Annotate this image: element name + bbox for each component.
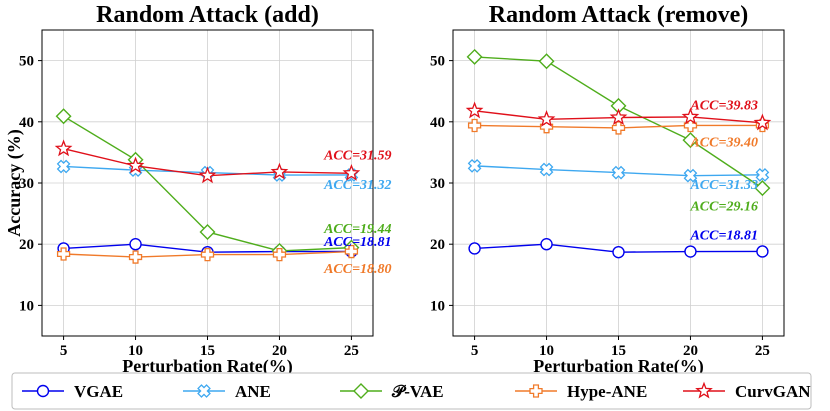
data-label-ANE: ACC=31.33 xyxy=(689,178,758,193)
data-label-PVAE: ACC=19.44 xyxy=(323,222,392,237)
legend-marker-plus xyxy=(529,384,543,398)
chart-title: Random Attack (remove) xyxy=(489,2,749,28)
y-tick-label: 20 xyxy=(19,237,34,253)
data-point-VGAE xyxy=(129,237,142,251)
data-label-VGAE: ACC=18.81 xyxy=(323,235,392,250)
data-point-HypeANE xyxy=(200,247,215,262)
data-point-HypeANE xyxy=(683,118,698,133)
x-tick-label: 10 xyxy=(539,343,554,359)
y-tick-label: 10 xyxy=(430,298,445,314)
y-tick-label: 30 xyxy=(430,176,445,192)
x-tick-label: 25 xyxy=(344,343,359,359)
data-point-HypeANE xyxy=(344,244,359,259)
data-point-PVAE xyxy=(754,180,771,197)
y-axis-label: Accuracy (%) xyxy=(4,129,25,236)
legend-item-CurvGAN: CurvGAN xyxy=(683,381,811,401)
legend-item-ANE: ANE xyxy=(183,382,271,401)
data-point-PVAE xyxy=(538,53,555,70)
data-point-CurvGAN xyxy=(270,162,289,180)
data-point-ANE xyxy=(56,159,71,174)
chart-panel-1: 5 10 15 20 25 10 20 30 40 50 Random Attack (add) Pe… xyxy=(4,2,392,377)
legend-item-VGAE: VGAE xyxy=(22,382,123,401)
data-point-ANE xyxy=(755,168,770,182)
data-point-VGAE xyxy=(468,242,481,255)
data-label-CurvGAN: ACC=39.83 xyxy=(689,99,758,114)
data-point-CurvGAN xyxy=(753,113,772,131)
chart-title: Random Attack (add) xyxy=(96,2,319,28)
data-point-CurvGAN xyxy=(537,110,556,127)
y-tick-label: 30 xyxy=(19,176,34,192)
legend-label: VGAE xyxy=(74,382,123,401)
legend-marker-circle xyxy=(36,384,50,398)
series-group xyxy=(465,48,772,259)
legend-box xyxy=(11,372,812,410)
data-label-CurvGAN: ACC=31.59 xyxy=(323,149,392,164)
y-tick-label: 50 xyxy=(19,54,34,70)
data-point-CurvGAN xyxy=(465,101,484,119)
data-point-VGAE xyxy=(756,245,769,258)
data-point-VGAE xyxy=(540,237,553,251)
data-point-CurvGAN xyxy=(198,166,217,184)
data-point-ANE xyxy=(611,165,626,180)
data-label-PVAE: ACC=29.16 xyxy=(689,200,758,215)
legend-label: ANE xyxy=(235,382,271,401)
series-group xyxy=(54,108,361,264)
x-tick-label: 15 xyxy=(200,343,215,359)
data-point-VGAE xyxy=(684,245,697,258)
x-tick-label: 20 xyxy=(683,343,698,359)
data-point-HypeANE xyxy=(272,247,287,262)
data-point-CurvGAN xyxy=(681,107,700,125)
data-point-PVAE xyxy=(55,108,72,125)
y-tick-label: 40 xyxy=(430,115,445,131)
legend-label: 𝒫-VAE xyxy=(391,382,444,401)
data-label-ANE: ACC=31.32 xyxy=(323,178,392,193)
data-point-ANE xyxy=(683,168,698,183)
x-tick-label: 20 xyxy=(272,343,287,359)
data-point-HypeANE xyxy=(611,121,626,135)
data-point-VGAE xyxy=(612,245,625,259)
data-label-VGAE: ACC=18.81 xyxy=(689,228,758,243)
data-point-CurvGAN xyxy=(609,108,628,126)
data-point-PVAE xyxy=(466,48,483,65)
y-tick-label: 40 xyxy=(19,115,34,131)
data-point-HypeANE xyxy=(467,118,482,133)
chart-panel-2: 5 10 15 20 25 10 20 30 40 50 Random Attack (remove… xyxy=(430,2,785,377)
data-point-CurvGAN xyxy=(54,139,73,157)
data-point-ANE xyxy=(467,159,482,173)
x-tick-label: 10 xyxy=(128,343,143,359)
data-label-HypeANE: ACC=39.40 xyxy=(689,135,758,150)
data-point-CurvGAN xyxy=(342,163,361,181)
x-axis-label: Perturbation Rate(%) xyxy=(122,356,292,377)
legend-label: CurvGAN xyxy=(735,382,811,401)
data-label-HypeANE: ACC=18.80 xyxy=(323,262,392,277)
data-point-PVAE xyxy=(682,132,699,149)
legend-marker-xcross xyxy=(197,384,211,398)
legend-item-HypeANE: Hype-ANE xyxy=(515,382,647,401)
data-point-PVAE xyxy=(199,223,216,240)
x-tick-label: 5 xyxy=(60,343,68,359)
data-point-HypeANE xyxy=(56,247,71,261)
y-tick-label: 20 xyxy=(430,237,445,253)
x-tick-label: 5 xyxy=(471,343,479,359)
x-axis-label: Perturbation Rate(%) xyxy=(533,356,703,377)
data-point-HypeANE xyxy=(128,250,143,264)
y-tick-label: 50 xyxy=(430,54,445,70)
data-point-ANE xyxy=(539,162,554,177)
y-tick-label: 10 xyxy=(19,298,34,314)
data-point-CurvGAN xyxy=(126,156,145,174)
legend-marker-star xyxy=(695,381,713,399)
x-tick-label: 25 xyxy=(755,343,770,359)
x-tick-label: 15 xyxy=(611,343,626,359)
legend: VGAE ANE 𝒫-VAE Hype-ANE CurvGAN xyxy=(11,372,812,410)
legend-item-PVAE: 𝒫-VAE xyxy=(340,382,444,401)
legend-marker-diamond xyxy=(353,383,369,399)
legend-label: Hype-ANE xyxy=(567,382,647,401)
